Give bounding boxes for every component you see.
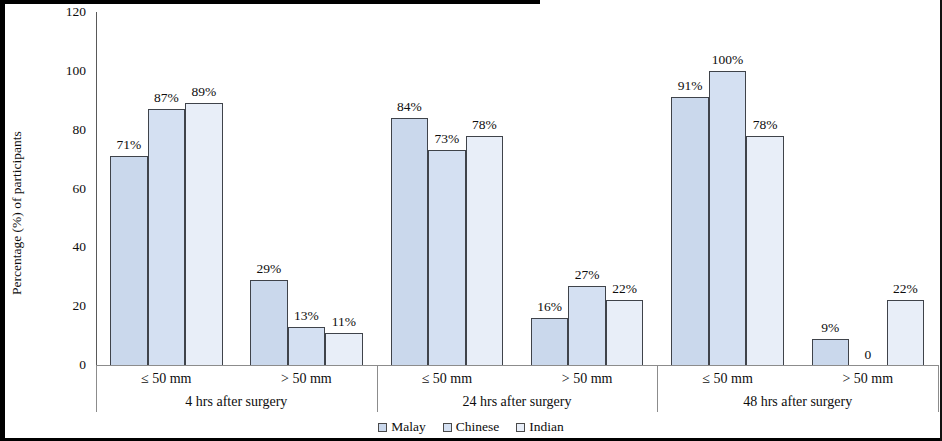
legend-swatch-chinese bbox=[443, 423, 452, 432]
legend-label: Indian bbox=[529, 419, 564, 435]
legend-item-indian: Indian bbox=[516, 419, 564, 435]
group-separator-line bbox=[377, 365, 378, 412]
subcategory-label: ≤ 50 mm bbox=[702, 371, 752, 387]
y-tick-label: 120 bbox=[36, 4, 86, 20]
y-tick-label: 0 bbox=[36, 357, 86, 373]
bar-chinese-g1-c2 bbox=[288, 327, 326, 365]
bar-value-label: 11% bbox=[332, 314, 356, 330]
legend-label: Chinese bbox=[456, 419, 500, 435]
bar-malay-g2-c1 bbox=[391, 118, 429, 365]
bar-indian-g2-c2 bbox=[606, 300, 644, 365]
bar-indian-g3-c2 bbox=[887, 300, 925, 365]
bar-malay-g1-c1 bbox=[110, 156, 148, 365]
bar-chart-figure: Percentage (%) of participants 0 20 40 60 80… bbox=[0, 0, 942, 441]
bar-chinese-g2-c2 bbox=[568, 286, 606, 365]
bar-indian-g3-c1 bbox=[746, 136, 784, 365]
group-separator-line bbox=[96, 365, 97, 412]
frame-edge-left bbox=[0, 0, 5, 441]
bar-malay-g3-c1 bbox=[671, 97, 709, 365]
bar-value-label: 27% bbox=[575, 267, 600, 283]
subcategory-label: ≤ 50 mm bbox=[422, 371, 472, 387]
bar-value-label: 16% bbox=[537, 299, 562, 315]
y-tick-label: 60 bbox=[36, 181, 86, 197]
subcategory-label: > 50 mm bbox=[562, 371, 613, 387]
legend-swatch-malay bbox=[378, 423, 387, 432]
bar-value-label: 87% bbox=[154, 90, 179, 106]
bar-indian-g1-c1 bbox=[185, 103, 223, 365]
y-axis-line bbox=[96, 12, 97, 365]
bar-value-label: 100% bbox=[712, 52, 744, 68]
bar-malay-g3-c2 bbox=[812, 339, 850, 365]
legend-item-malay: Malay bbox=[378, 419, 426, 435]
bar-value-label: 78% bbox=[472, 117, 497, 133]
y-tick-label: 100 bbox=[36, 63, 86, 79]
subcategory-label: > 50 mm bbox=[281, 371, 332, 387]
x-axis-line bbox=[96, 365, 938, 366]
legend-label: Malay bbox=[391, 419, 426, 435]
bar-malay-g1-c2 bbox=[250, 280, 288, 365]
bar-value-label: 9% bbox=[821, 320, 839, 336]
y-tick-label: 20 bbox=[36, 298, 86, 314]
bar-value-label: 89% bbox=[191, 84, 216, 100]
bar-value-label: 78% bbox=[753, 117, 778, 133]
subcategory-label: ≤ 50 mm bbox=[141, 371, 191, 387]
bar-value-label: 22% bbox=[612, 281, 637, 297]
group-separator-line bbox=[657, 365, 658, 412]
bar-indian-g1-c2 bbox=[325, 333, 363, 365]
legend: Malay Chinese Indian bbox=[0, 419, 942, 435]
group-label: 48 hrs after surgery bbox=[743, 394, 852, 410]
bar-value-label: 0 bbox=[864, 347, 871, 363]
bar-value-label: 22% bbox=[893, 281, 918, 297]
bar-chinese-g1-c1 bbox=[148, 109, 186, 365]
bar-value-label: 71% bbox=[116, 137, 141, 153]
bar-value-label: 29% bbox=[257, 261, 282, 277]
legend-item-chinese: Chinese bbox=[443, 419, 500, 435]
bar-malay-g2-c2 bbox=[531, 318, 569, 365]
bar-value-label: 73% bbox=[435, 131, 460, 147]
bar-chinese-g3-c1 bbox=[709, 71, 747, 365]
bar-value-label: 91% bbox=[678, 78, 703, 94]
legend-swatch-indian bbox=[516, 423, 525, 432]
bar-value-label: 13% bbox=[294, 308, 319, 324]
bar-indian-g2-c1 bbox=[466, 136, 504, 365]
group-label: 4 hrs after surgery bbox=[185, 394, 287, 410]
group-separator-line bbox=[938, 365, 939, 412]
y-axis-title: Percentage (%) of participants bbox=[9, 135, 25, 295]
bar-value-label: 84% bbox=[397, 99, 422, 115]
y-tick-label: 80 bbox=[36, 122, 86, 138]
subcategory-label: > 50 mm bbox=[842, 371, 893, 387]
y-tick-label: 40 bbox=[36, 239, 86, 255]
bar-chinese-g2-c1 bbox=[428, 150, 466, 365]
group-label: 24 hrs after surgery bbox=[463, 394, 572, 410]
